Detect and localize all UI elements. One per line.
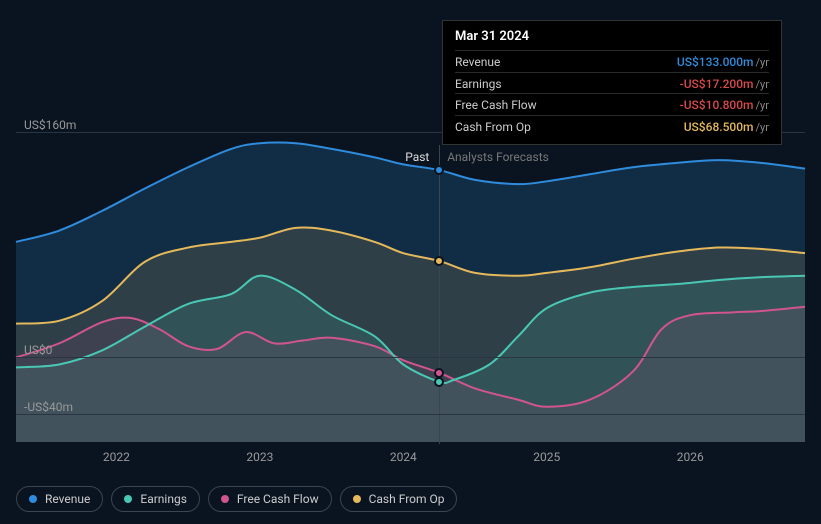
- legend-label: Revenue: [45, 492, 90, 506]
- legend-item-cash_from_op[interactable]: Cash From Op: [340, 486, 458, 512]
- tooltip-row: Cash From Op US$68.500m/yr: [455, 115, 769, 137]
- y-axis-label: -US$40m: [24, 400, 73, 414]
- x-axis-label: 2026: [677, 450, 704, 464]
- tooltip-row-unit: /yr: [756, 99, 769, 112]
- gridline: [16, 414, 805, 415]
- tooltip: Mar 31 2024 RevenueUS$133.000m/yrEarning…: [442, 20, 782, 145]
- legend-item-free_cash_flow[interactable]: Free Cash Flow: [208, 486, 332, 512]
- legend-dot-icon: [353, 495, 361, 503]
- tooltip-row-value: -US$17.200m: [680, 77, 754, 91]
- x-axis-label: 2025: [533, 450, 560, 464]
- legend-dot-icon: [221, 495, 229, 503]
- past-forecast-divider: [439, 145, 440, 444]
- x-axis-label: 2024: [390, 450, 417, 464]
- x-axis-label: 2023: [246, 450, 273, 464]
- tooltip-row: Earnings -US$17.200m/yr: [455, 72, 769, 94]
- tooltip-row-label: Revenue: [455, 53, 500, 71]
- y-axis-label: US$160m: [24, 118, 76, 132]
- section-label-past: Past: [405, 150, 429, 164]
- tooltip-row: Revenue US$133.000m/yr: [455, 50, 769, 72]
- legend-label: Earnings: [140, 492, 187, 506]
- tooltip-row-label: Cash From Op: [455, 118, 531, 136]
- legend-label: Free Cash Flow: [237, 492, 319, 506]
- legend-item-revenue[interactable]: Revenue: [16, 486, 103, 512]
- legend-dot-icon: [124, 495, 132, 503]
- tooltip-title: Mar 31 2024: [455, 29, 769, 44]
- tooltip-row-label: Free Cash Flow: [455, 96, 537, 114]
- x-axis-label: 2022: [103, 450, 130, 464]
- legend-label: Cash From Op: [369, 492, 445, 506]
- tooltip-row-label: Earnings: [455, 75, 502, 93]
- tooltip-row-unit: /yr: [756, 121, 769, 134]
- highlight-dot-earnings: [434, 377, 444, 387]
- tooltip-row-value: -US$10.800m: [680, 98, 754, 112]
- tooltip-row-unit: /yr: [756, 56, 769, 69]
- highlight-dot-cash_from_op: [434, 256, 444, 266]
- section-label-forecast: Analysts Forecasts: [447, 150, 549, 164]
- tooltip-rows: Revenue US$133.000m/yr Earnings -US$17.200m…: [455, 50, 769, 136]
- legend-item-earnings[interactable]: Earnings: [111, 486, 200, 512]
- tooltip-row: Free Cash Flow -US$10.800m/yr: [455, 93, 769, 115]
- tooltip-row-unit: /yr: [756, 78, 769, 91]
- tooltip-row-value: US$133.000m: [677, 55, 754, 69]
- y-axis-label: US$0: [24, 343, 52, 357]
- legend-dot-icon: [29, 495, 37, 503]
- tooltip-row-value: US$68.500m: [684, 120, 754, 134]
- highlight-dot-revenue: [434, 165, 444, 175]
- gridline: [16, 357, 805, 358]
- legend: Revenue Earnings Free Cash Flow Cash From O…: [16, 486, 457, 512]
